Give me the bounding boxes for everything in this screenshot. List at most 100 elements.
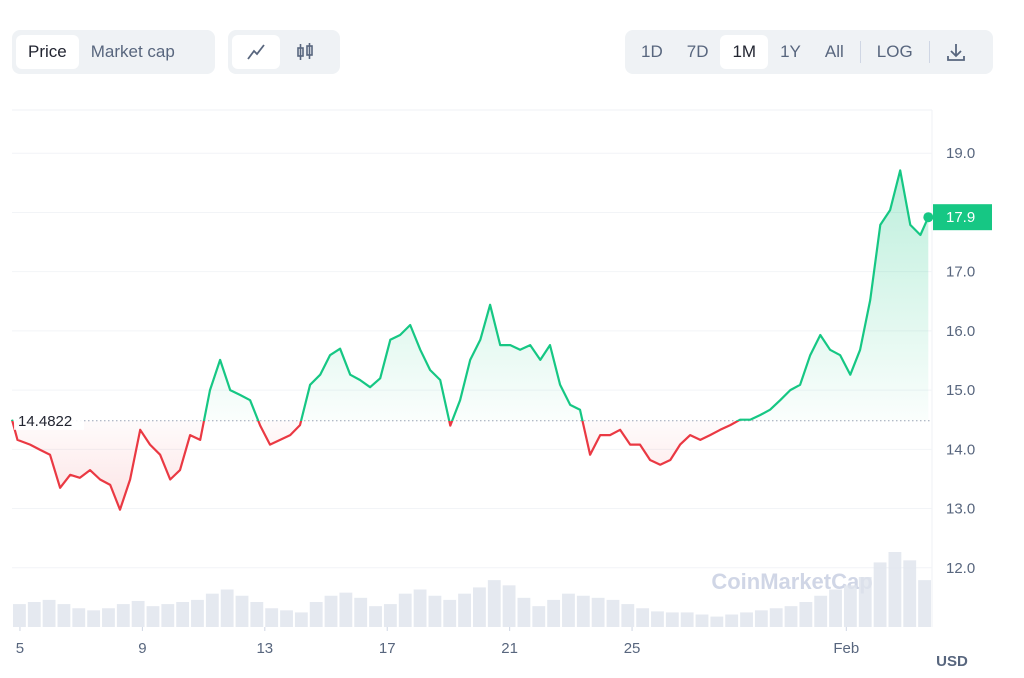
volume-bar — [829, 589, 842, 627]
volume-bar — [428, 595, 442, 627]
log-button[interactable]: LOG — [876, 42, 913, 61]
volume-bar — [146, 606, 160, 627]
y-tick-label: 16.0 — [946, 323, 975, 340]
volume-bar — [13, 604, 26, 627]
volume-bar — [754, 610, 768, 627]
x-tick-label: 25 — [624, 640, 641, 657]
y-tick-label: 14.0 — [946, 441, 975, 458]
last-price-label: 17.9 — [946, 209, 975, 226]
volume-bar — [621, 604, 635, 627]
volume-bar — [487, 580, 501, 627]
volume-bar — [873, 562, 887, 627]
volume-bar — [918, 580, 931, 627]
x-tick-label: 13 — [256, 640, 273, 657]
volume-bar — [235, 595, 249, 627]
baseline-label: 14.4822 — [18, 413, 72, 430]
x-tick-label: Feb — [833, 640, 859, 657]
volume-bar — [532, 606, 546, 627]
volume-bar — [309, 602, 323, 627]
y-tick-label: 19.0 — [946, 145, 975, 162]
download-icon — [946, 44, 965, 61]
currency-label: USD — [936, 653, 968, 670]
volume-bar — [176, 602, 190, 627]
last-price-dot — [923, 212, 934, 223]
volume-bar — [858, 577, 872, 627]
volume-bar — [710, 616, 724, 627]
volume-bar — [102, 608, 115, 627]
volume-bar — [161, 604, 175, 627]
volume-bar — [591, 597, 605, 627]
volume-bar — [131, 600, 145, 627]
mode-group: Price Market cap — [12, 30, 215, 74]
volume-bar — [814, 595, 828, 627]
x-tick-label: 5 — [16, 640, 24, 657]
range-group: 1D 7D 1M 1Y All LOG — [625, 30, 993, 74]
volume-bar — [57, 604, 71, 627]
volume-bar — [191, 599, 204, 627]
volume-bar — [458, 593, 471, 627]
volume-bar — [502, 585, 516, 627]
volume-bar — [280, 610, 293, 627]
x-tick-label: 21 — [501, 640, 518, 657]
volume-bar — [799, 602, 813, 627]
volume-bar — [843, 585, 857, 627]
volume-bar — [27, 602, 41, 627]
y-tick-label: 13.0 — [946, 501, 975, 518]
volume-bar — [354, 597, 368, 627]
volume-bar — [769, 608, 783, 627]
range-button[interactable]: All — [824, 42, 844, 61]
mode-button[interactable]: Market cap — [90, 42, 175, 61]
volume-bar — [695, 614, 709, 627]
x-tick-label: 9 — [138, 640, 146, 657]
volume-bar — [72, 608, 86, 627]
separator — [859, 41, 861, 63]
range-button[interactable]: 1D — [641, 42, 663, 61]
volume-bar — [665, 612, 679, 627]
mode-button[interactable]: Price — [16, 35, 79, 69]
volume-bar — [413, 589, 427, 627]
last-price-box — [933, 204, 992, 231]
volume-bar — [250, 602, 264, 627]
volume-bar — [205, 593, 219, 627]
x-tick-label: 17 — [379, 640, 396, 657]
line-icon — [247, 44, 265, 60]
volume-bar — [324, 595, 338, 627]
download-button[interactable] — [934, 35, 978, 69]
range-button[interactable]: 1M — [720, 35, 769, 69]
price-area — [12, 170, 929, 510]
volume-bar — [42, 599, 56, 627]
volume-bar — [443, 599, 457, 627]
range-button[interactable]: 1Y — [780, 42, 801, 61]
range-button[interactable]: 7D — [686, 42, 709, 61]
volume-bar — [517, 597, 531, 627]
candle-icon — [297, 43, 313, 60]
volume-bar — [606, 599, 620, 627]
volume-bar — [725, 614, 739, 627]
volume-bar — [740, 612, 753, 627]
volume-bar — [547, 599, 561, 627]
volume-bar — [265, 608, 279, 627]
volume-bar — [576, 595, 590, 627]
volume-bar — [473, 587, 486, 627]
volume-bar — [369, 606, 382, 627]
volume-bar — [888, 552, 902, 627]
volume-bar — [680, 612, 694, 627]
volume-bar — [398, 593, 412, 627]
chart-style-group — [228, 30, 340, 74]
volume-bar — [383, 604, 397, 627]
volume-bar — [651, 611, 664, 627]
line-style-button[interactable] — [232, 35, 280, 69]
volume-bar — [294, 612, 308, 627]
volume-bar — [636, 608, 650, 627]
volume-bar — [87, 610, 101, 627]
y-tick-label: 12.0 — [946, 560, 975, 577]
volume-bar — [784, 606, 798, 627]
volume-bar — [562, 593, 575, 627]
volume-bar — [116, 604, 130, 627]
separator — [928, 41, 930, 63]
volume-bar — [220, 589, 234, 627]
y-tick-label: 17.0 — [946, 264, 975, 281]
candle-style-button[interactable] — [280, 35, 330, 69]
